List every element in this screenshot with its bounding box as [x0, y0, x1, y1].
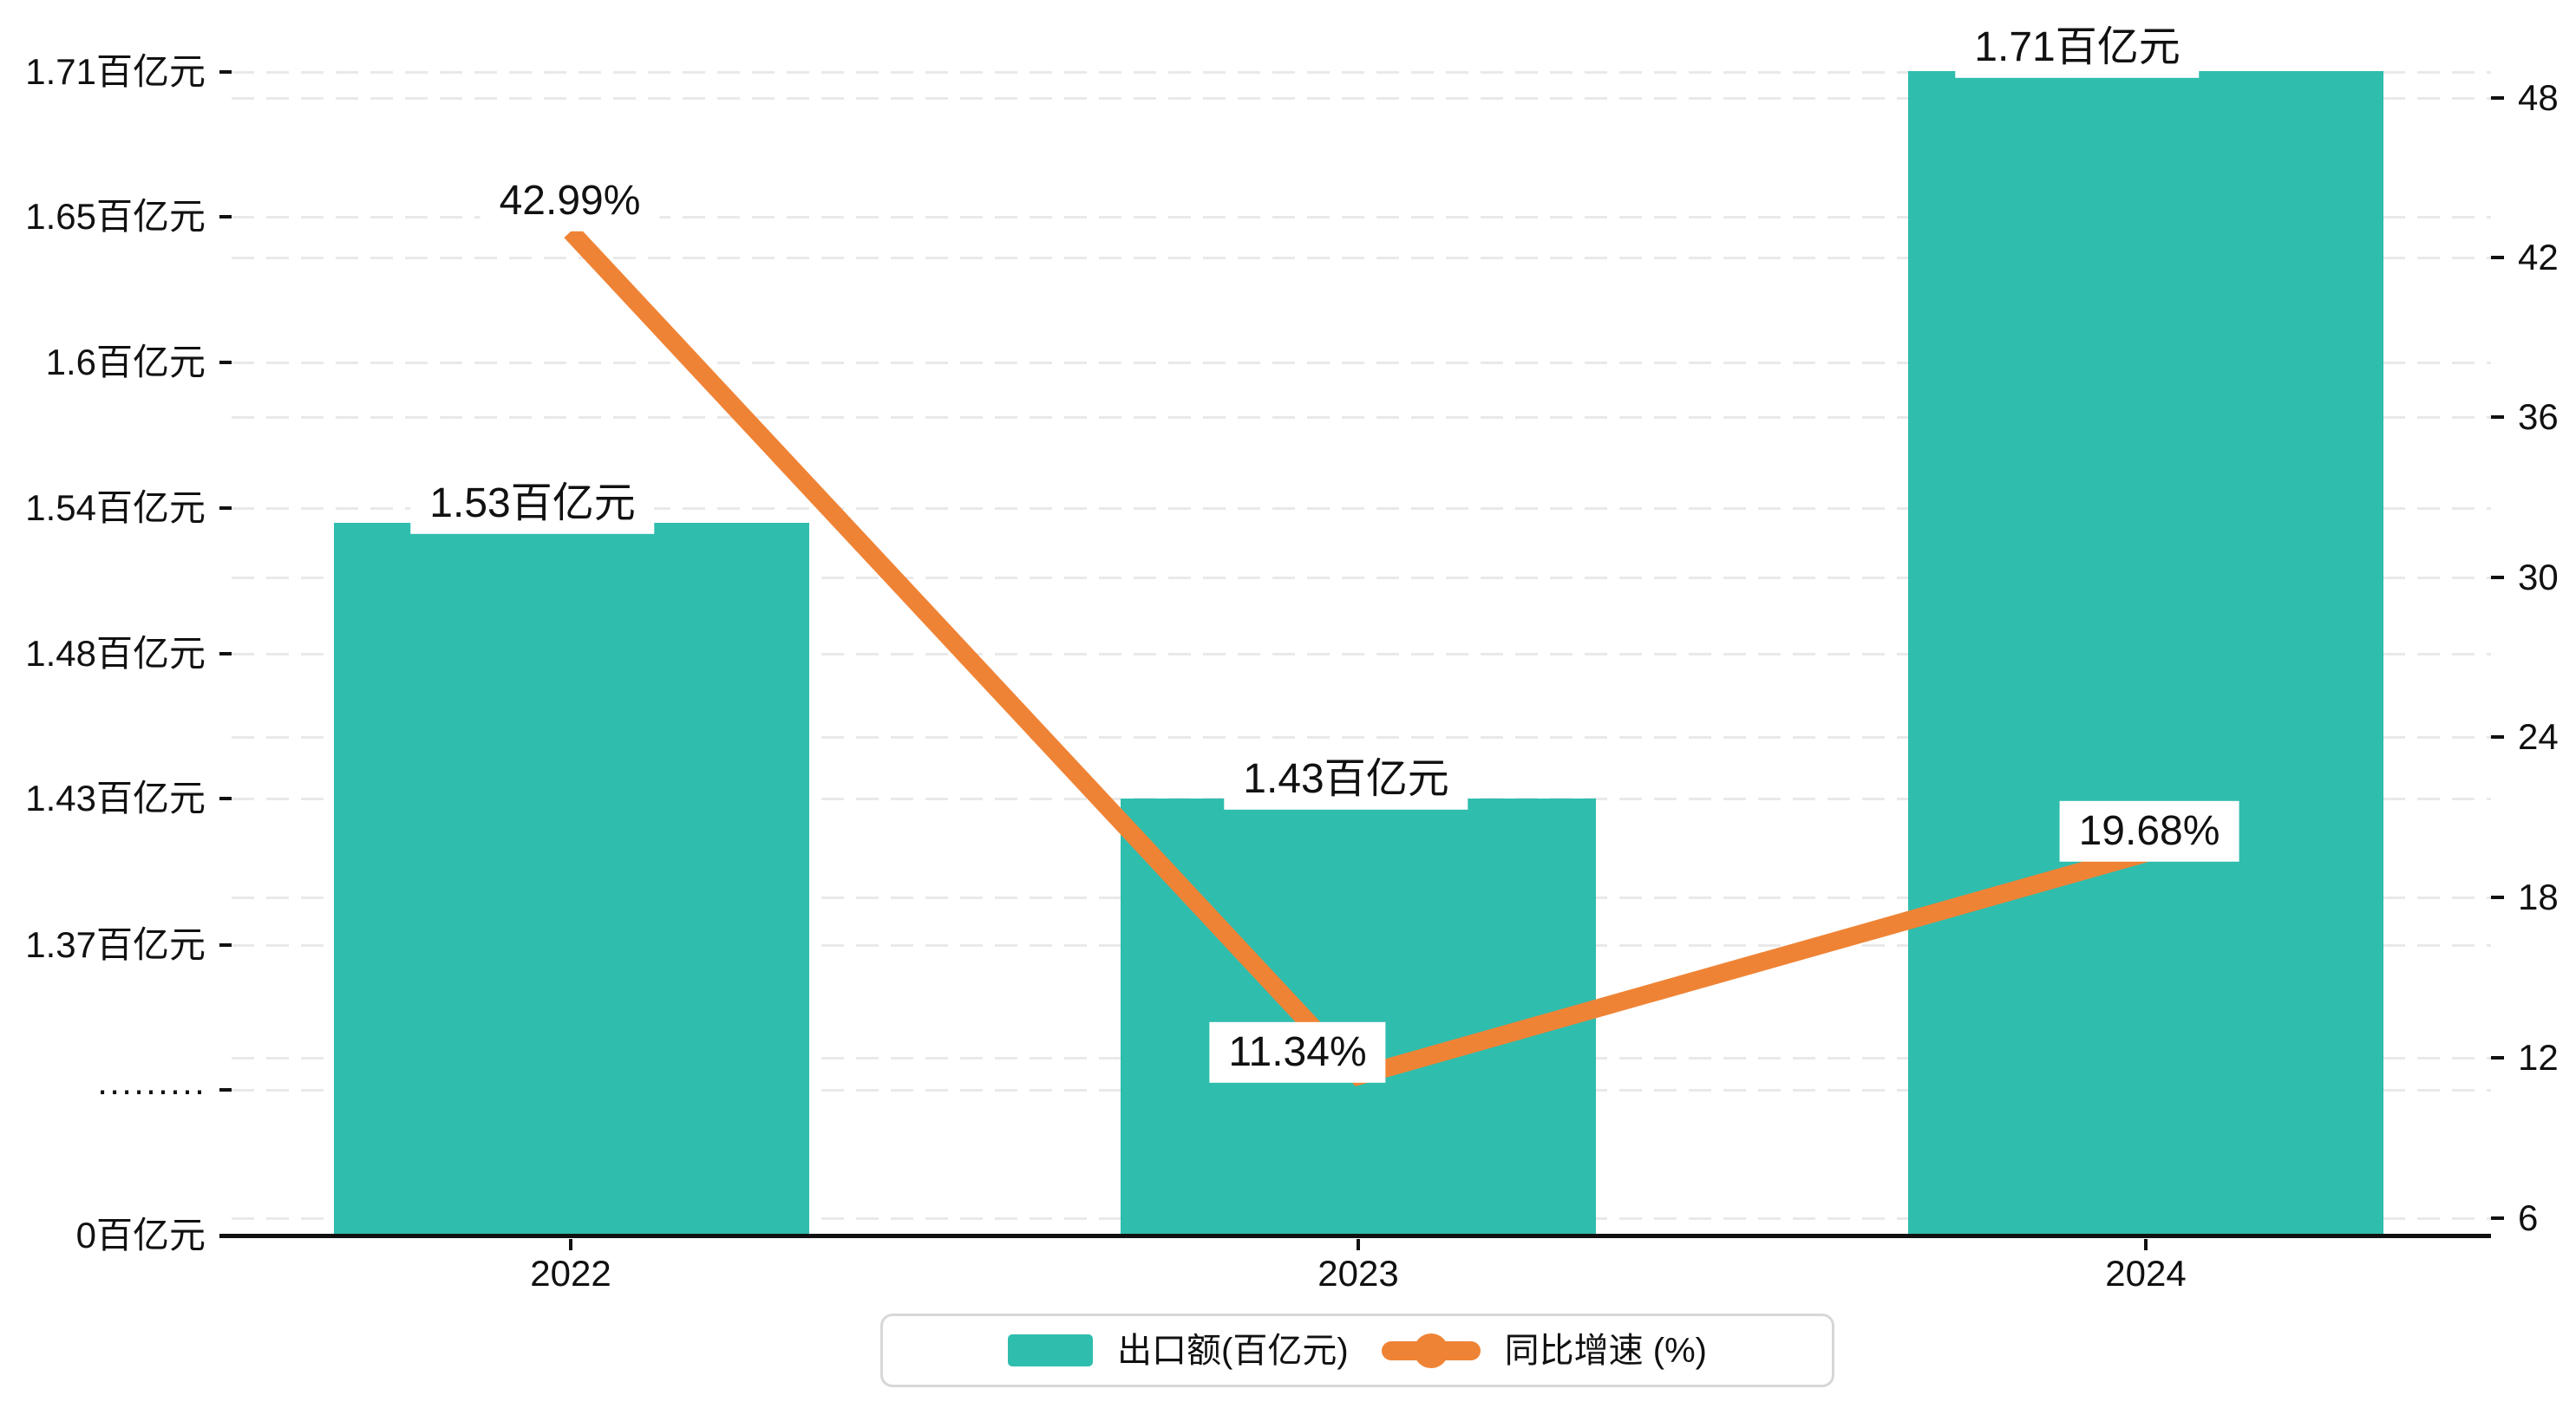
- gridline-left-axis: [232, 507, 2491, 510]
- y-axis-left-tick-label: 1.48百亿元: [25, 633, 206, 674]
- gridline-right-axis: [232, 97, 2491, 100]
- y-axis-right-tick: [2491, 896, 2504, 899]
- bar-value-label-2023: 1.43百亿元: [1224, 748, 1468, 811]
- x-axis-tick-label: 2023: [1317, 1253, 1399, 1294]
- export-value-bar-2024[interactable]: [1908, 71, 2383, 1236]
- bar-series-swatch-icon: [1008, 1334, 1094, 1366]
- growth-value-label-2022: 42.99%: [480, 170, 660, 232]
- gridline-left-axis: [232, 71, 2491, 74]
- y-axis-right-tick-label: 6: [2518, 1197, 2539, 1238]
- y-axis-right-tick-label: 48: [2518, 77, 2559, 118]
- x-axis-tick-label: 2024: [2105, 1253, 2187, 1294]
- y-axis-left-tick: [219, 361, 232, 364]
- gridline-right-axis: [232, 736, 2491, 739]
- growth-rate-line[interactable]: [564, 225, 2148, 1086]
- gridline-right-axis: [232, 416, 2491, 419]
- bar-value-label-2024: 1.71百亿元: [1955, 16, 2200, 79]
- y-axis-right-tick: [2491, 415, 2504, 419]
- legend-item-export-value[interactable]: 出口额(百亿元): [1008, 1333, 1349, 1368]
- y-axis-left-tick-label: 1.65百亿元: [25, 196, 206, 237]
- gridline-right-axis: [232, 257, 2491, 259]
- x-axis-line: [219, 1234, 2491, 1238]
- x-axis-tick: [2144, 1239, 2148, 1250]
- y-axis-right-tick-label: 24: [2518, 716, 2559, 757]
- growth-value-label-2024: 19.68%: [2059, 800, 2239, 863]
- y-axis-left-tick: [219, 506, 232, 510]
- legend-item-growth-rate[interactable]: 同比增速 (%): [1381, 1331, 1707, 1370]
- gridline-left-axis: [232, 216, 2491, 218]
- y-axis-left-tick-label: 1.43百亿元: [25, 778, 206, 818]
- export-value-bar-2022[interactable]: [334, 523, 809, 1236]
- export-value-bar-2023[interactable]: [1121, 799, 1596, 1236]
- gridline-left-axis: [232, 653, 2491, 655]
- y-axis-left-tick-label: 1.37百亿元: [25, 924, 206, 965]
- y-axis-left-tick: [219, 215, 232, 218]
- legend: 出口额(百亿元) 同比增速 (%): [880, 1314, 1834, 1387]
- y-axis-left-tick: [219, 797, 232, 800]
- y-axis-right-tick: [2491, 735, 2504, 739]
- y-axis-right-tick-label: 36: [2518, 396, 2559, 437]
- y-axis-right-tick: [2491, 256, 2504, 259]
- y-axis-right-tick: [2491, 576, 2504, 579]
- y-axis-left-tick-label: 1.6百亿元: [45, 342, 206, 382]
- y-axis-right-tick-label: 42: [2518, 237, 2559, 277]
- gridline-right-axis: [232, 577, 2491, 579]
- y-axis-left-tick-label: 0百亿元: [75, 1215, 206, 1255]
- x-axis-tick-label: 2022: [530, 1253, 611, 1294]
- y-axis-right-tick: [2491, 1056, 2504, 1060]
- y-axis-left-tick-label: ·········: [96, 1069, 206, 1110]
- y-axis-right-tick: [2491, 96, 2504, 100]
- y-axis-right-tick: [2491, 1216, 2504, 1220]
- y-axis-left-tick: [219, 70, 232, 74]
- legend-label-export-value: 出口额(百亿元): [1117, 1331, 1349, 1370]
- y-axis-left-tick-label: 1.71百亿元: [25, 51, 206, 92]
- gridline-left-axis: [232, 362, 2491, 364]
- line-series-marker-icon: [1381, 1332, 1481, 1370]
- x-axis-tick: [1357, 1239, 1360, 1250]
- growth-value-label-2023: 11.34%: [1209, 1021, 1386, 1084]
- y-axis-left-tick-label: 1.54百亿元: [25, 487, 206, 528]
- y-axis-left-tick: [219, 1088, 232, 1092]
- y-axis-right-tick-label: 30: [2518, 557, 2559, 597]
- bar-value-label-2022: 1.53百亿元: [410, 473, 655, 535]
- y-axis-right-tick-label: 12: [2518, 1037, 2559, 1078]
- x-axis-tick: [569, 1239, 572, 1250]
- y-axis-left-tick: [219, 652, 232, 655]
- y-axis-right-tick-label: 18: [2518, 877, 2559, 917]
- y-axis-left-tick: [219, 943, 232, 947]
- legend-label-growth-rate: 同比增速 (%): [1504, 1331, 1707, 1370]
